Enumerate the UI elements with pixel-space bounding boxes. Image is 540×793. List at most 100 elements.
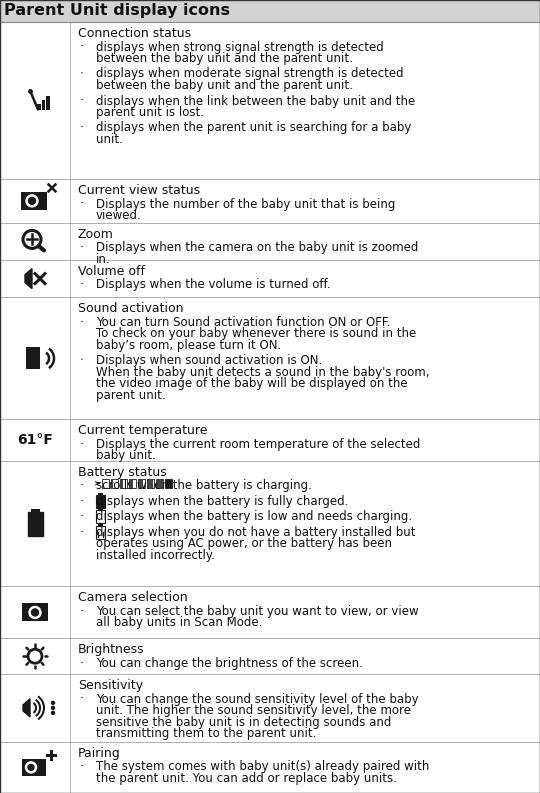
Text: ·: · [80,605,84,618]
Text: Displays when the camera on the baby unit is zoomed: Displays when the camera on the baby uni… [96,241,418,255]
Bar [0,297,540,419]
Text: ·: · [80,438,84,451]
Bar [165,479,172,488]
Bar [38,759,46,764]
Text: all baby units in Scan Mode.: all baby units in Scan Mode. [96,616,262,630]
Bar [0,741,540,793]
Bar [39,192,47,197]
Text: ·: · [80,526,84,538]
Text: You can change the sound sensitivity level of the baby: You can change the sound sensitivity lev… [96,692,418,706]
Text: ·: · [80,511,84,523]
Polygon shape [23,699,30,717]
Text: Parent Unit display icons: Parent Unit display icons [4,3,230,18]
Text: unit.: unit. [96,133,123,146]
Bar [111,479,118,488]
Text: ·: · [80,241,84,255]
Text: ·: · [80,316,84,328]
Circle shape [28,764,34,770]
Text: displays when the link between the baby unit and the: displays when the link between the baby … [96,94,415,108]
Bar [42,99,45,109]
Text: the parent unit. You can add or replace baby units.: the parent unit. You can add or replace … [96,772,397,785]
Text: ·: · [80,121,84,135]
Bar [28,511,43,535]
Text: displays when you do not have a battery installed but: displays when you do not have a battery … [96,526,415,538]
Text: displays when moderate signal strength is detected: displays when moderate signal strength i… [96,67,403,81]
Text: 61°F: 61°F [17,433,53,447]
Text: Current temperature: Current temperature [78,424,207,438]
Text: installed incorrectly.: installed incorrectly. [96,549,215,561]
Circle shape [29,197,36,205]
Text: Displays when the volume is turned off.: Displays when the volume is turned off. [96,278,330,292]
Bar [0,586,540,638]
Text: Zoom: Zoom [78,228,114,241]
Bar [0,0,540,22]
Text: Volume off: Volume off [78,265,145,278]
Text: ·: · [80,495,84,508]
Bar [130,480,132,488]
Text: To check on your baby whenever there is sound in the: To check on your baby whenever there is … [96,328,416,340]
Polygon shape [25,269,32,289]
Bar [157,480,163,488]
Text: displays when the battery is fully charged.: displays when the battery is fully charg… [96,495,348,508]
Bar [30,508,39,511]
Text: ·: · [80,760,84,773]
Bar [138,480,143,488]
Text: Connection status: Connection status [78,27,191,40]
Text: Battery status: Battery status [78,465,167,479]
Bar [96,511,105,523]
Text: parent unit.: parent unit. [96,389,166,402]
Text: You can turn Sound activation function ON or OFF.: You can turn Sound activation function O… [96,316,390,328]
Bar [96,495,105,508]
Text: the video image of the baby will be displayed on the: the video image of the baby will be disp… [96,377,408,390]
Circle shape [51,711,55,714]
Text: Brightness: Brightness [78,643,145,657]
Text: sensitive the baby unit is in detecting sounds and: sensitive the baby unit is in detecting … [96,715,391,729]
Circle shape [26,195,38,207]
Text: Current view status: Current view status [78,184,200,197]
Bar [102,479,109,488]
Text: You can change the brightness of the screen.: You can change the brightness of the scr… [96,657,363,670]
Bar [0,223,540,260]
Bar [0,260,540,297]
Circle shape [31,609,38,616]
Text: Pairing: Pairing [78,747,121,760]
Bar [147,479,154,488]
Text: ·: · [80,354,84,367]
Text: displays when the parent unit is searching for a baby: displays when the parent unit is searchi… [96,121,411,135]
Bar [138,479,145,488]
Text: ·: · [80,479,84,492]
Bar [46,95,50,109]
Text: Displays when sound activation is ON.: Displays when sound activation is ON. [96,354,322,367]
Text: Sound activation: Sound activation [78,302,184,315]
Bar [156,479,163,488]
Bar [0,419,540,461]
Bar [0,461,540,586]
Text: scrolls when the battery is charging.: scrolls when the battery is charging. [96,479,312,492]
Bar [0,22,540,179]
Text: transmitting them to the parent unit.: transmitting them to the parent unit. [96,727,316,740]
Circle shape [29,607,41,619]
Bar [0,179,540,223]
Bar [120,479,127,488]
Text: parent unit is lost.: parent unit is lost. [96,106,204,119]
Text: Displays the current room temperature of the selected: Displays the current room temperature of… [96,438,420,451]
Text: in.: in. [96,253,111,266]
Text: You can select the baby unit you want to view, or view: You can select the baby unit you want to… [96,605,418,618]
Bar [98,524,103,526]
Circle shape [51,701,55,704]
Text: ·: · [80,692,84,706]
Bar [111,480,112,488]
Text: viewed.: viewed. [96,209,141,222]
Bar [98,492,103,495]
Circle shape [25,762,37,773]
Text: unit. The higher the sound sensitivity level, the more: unit. The higher the sound sensitivity l… [96,704,411,717]
Bar [0,638,540,674]
Text: between the baby unit and the parent unit.: between the baby unit and the parent uni… [96,79,353,92]
Bar [22,603,48,622]
Bar [22,759,46,776]
Text: displays when the battery is low and needs charging.: displays when the battery is low and nee… [96,511,412,523]
Bar [96,526,105,538]
Text: between the baby unit and the parent unit.: between the baby unit and the parent uni… [96,52,353,65]
Text: ·: · [80,278,84,292]
Text: baby unit.: baby unit. [96,450,156,462]
